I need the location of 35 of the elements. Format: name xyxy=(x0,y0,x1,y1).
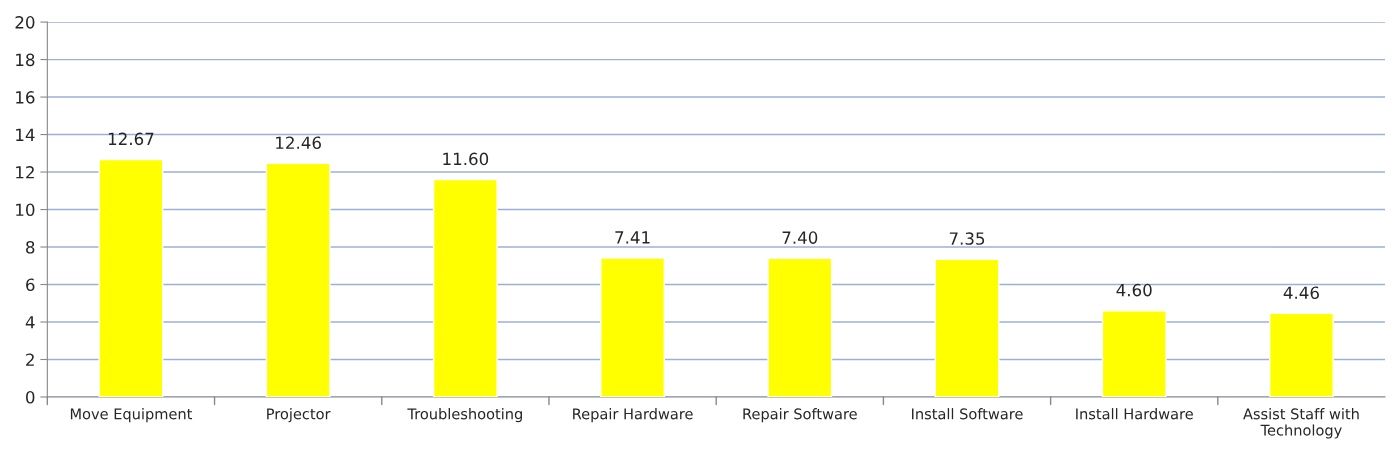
x-tick-label: Move Equipment xyxy=(70,408,193,423)
y-tick-label: 0 xyxy=(26,390,35,404)
data-label: 12.46 xyxy=(276,136,321,150)
bar xyxy=(1101,310,1167,397)
data-label: 7.35 xyxy=(949,232,985,245)
data-label: 11.60 xyxy=(443,152,489,166)
y-tick-label: 6 xyxy=(26,278,35,292)
bar xyxy=(934,258,1000,397)
bar xyxy=(600,257,666,397)
x-tick-label: Install Hardware xyxy=(1076,408,1193,420)
y-tick-label: 18 xyxy=(16,53,35,67)
bar xyxy=(1268,312,1334,397)
y-tick-label: 16 xyxy=(16,91,35,104)
data-label: 4.46 xyxy=(1283,286,1319,300)
data-label: 4.60 xyxy=(1116,283,1152,297)
x-tick-label: Troubleshooting xyxy=(407,408,522,423)
x-tick-label: Repair Software xyxy=(743,408,857,423)
y-tick-label: 20 xyxy=(15,16,35,29)
y-tick-label: 12 xyxy=(16,166,34,179)
x-tick-label: Install Software xyxy=(912,408,1023,420)
x-tick-label: Repair Hardware xyxy=(573,408,693,423)
bar xyxy=(265,162,331,397)
y-tick-label: 10 xyxy=(16,203,35,217)
bar xyxy=(98,158,164,397)
data-label: 12.67 xyxy=(108,132,154,146)
bar xyxy=(432,178,498,397)
x-tick-label: Assist Staff with Technology xyxy=(1243,408,1359,439)
y-tick-label: 14 xyxy=(16,128,35,141)
bar xyxy=(767,257,833,397)
y-tick-label: 4 xyxy=(25,316,35,329)
data-label: 7.41 xyxy=(615,231,650,244)
y-tick-label: 2 xyxy=(26,353,34,366)
y-tick-label: 8 xyxy=(26,240,35,254)
x-tick-label: Projector xyxy=(267,408,331,423)
data-label: 7.40 xyxy=(782,231,818,244)
